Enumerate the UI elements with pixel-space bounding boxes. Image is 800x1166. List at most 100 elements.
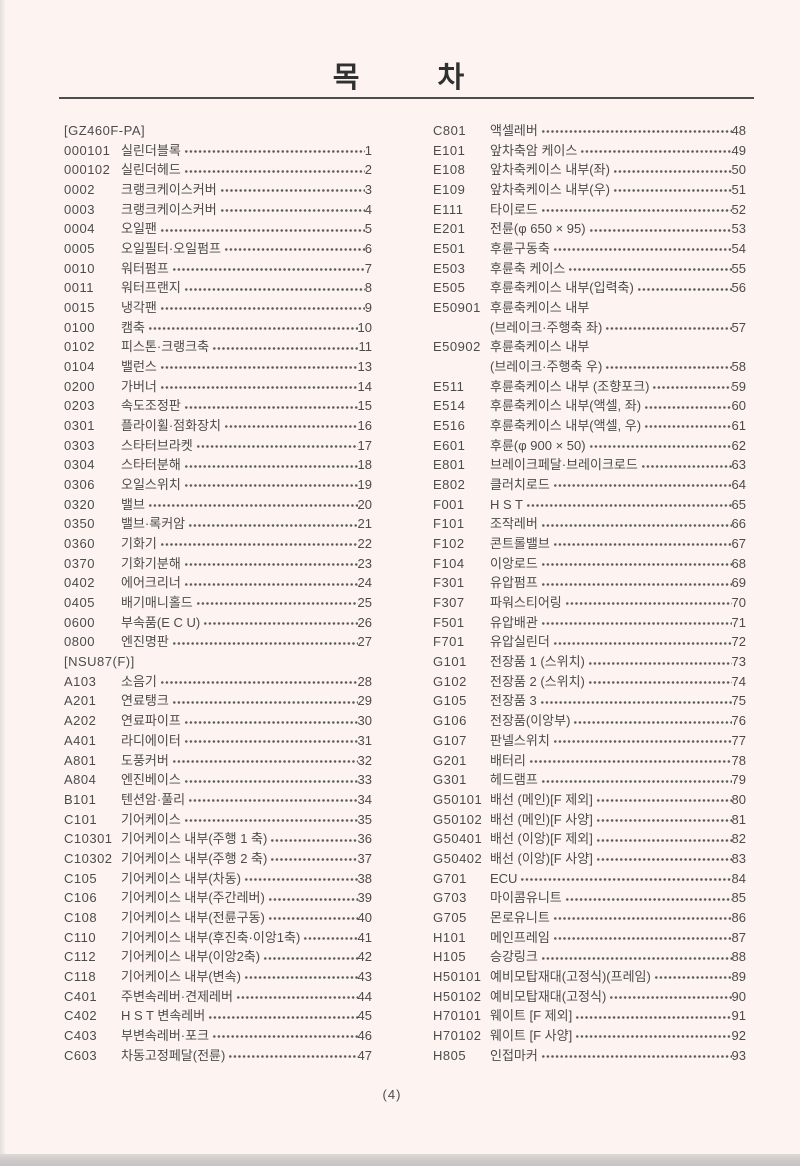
part-code: C603 (64, 1047, 98, 1063)
dotted-leader (270, 848, 358, 869)
part-code: E511 (433, 378, 465, 394)
dotted-leader (644, 416, 732, 436)
page-number: 84 (731, 870, 746, 886)
section-header-row: [GZ460F-PA] (64, 121, 372, 141)
page-number: 45 (357, 1008, 372, 1024)
dotted-leader (636, 278, 732, 299)
page-number: 37 (357, 850, 372, 866)
part-label: 피스톤·크랭크축 (121, 339, 210, 355)
part-code: C110 (64, 929, 97, 945)
dotted-leader (183, 730, 358, 751)
page-number: 46 (357, 1027, 372, 1043)
dotted-leader (575, 1025, 732, 1046)
page-number: 58 (731, 359, 746, 375)
part-label: 배선 (메인)[F 사양] (490, 811, 593, 827)
toc-row: G106 전장품(이앙부) 76 (433, 711, 746, 731)
dotted-leader (540, 1045, 732, 1066)
page-number: 6 (364, 241, 372, 257)
dotted-leader (564, 888, 732, 908)
part-label: 연료파이프 (121, 713, 181, 729)
part-code: 0004 (64, 221, 95, 237)
part-label: (브레이크·주행축 우) (490, 359, 603, 375)
part-code: G201 (433, 752, 467, 768)
dotted-leader (243, 966, 358, 987)
page-number: 44 (357, 988, 372, 1004)
part-code: G50401 (433, 831, 483, 847)
toc-row: F701 유압실린더 72 (433, 632, 746, 653)
dotted-leader (568, 258, 732, 279)
part-label: 기어케이스 내부(후진축·이앙1축) (121, 929, 301, 945)
part-label: 전장품 2 (스위치) (490, 673, 585, 689)
part-code: E101 (433, 142, 466, 158)
page-number: 19 (357, 477, 372, 493)
section-header-row: [NSU87(F)] (64, 652, 372, 672)
page-number: 53 (731, 221, 746, 237)
dotted-leader (540, 553, 732, 574)
part-label: 캠축 (121, 319, 145, 335)
part-code: E501 (433, 241, 466, 257)
part-label: 몬로유니트 (490, 909, 550, 925)
part-label: 배터리 (490, 752, 526, 768)
part-label: 워터프랜지 (121, 280, 181, 296)
part-code: C101 (64, 811, 98, 827)
scan-edge-bottom (0, 1154, 800, 1166)
part-label: 이앙로드 (490, 555, 538, 571)
toc-row: E50901 후륜축케이스 내부 (433, 298, 746, 318)
part-code: 0405 (64, 595, 95, 611)
page-number: 13 (357, 359, 372, 375)
page-number: 79 (731, 772, 746, 788)
dotted-leader (159, 534, 358, 554)
part-code: E601 (433, 437, 466, 453)
toc-row: C402 H S T 변속레버 45 (64, 1006, 372, 1026)
page-number: 68 (731, 555, 746, 571)
page-number: 78 (731, 752, 746, 768)
part-code: 0360 (64, 536, 95, 552)
page-number: 57 (731, 319, 746, 335)
part-label: 배선 (이앙)[F 사양] (490, 850, 593, 866)
toc-row: A401 라디에이터 31 (64, 730, 372, 751)
part-code: E50902 (433, 339, 481, 355)
part-code: E50901 (433, 300, 481, 316)
part-label: 워터펌프 (121, 260, 169, 276)
dotted-leader (183, 711, 358, 731)
toc-row: A202 연료파이프 30 (64, 711, 372, 731)
part-label: 밸브 (121, 496, 145, 512)
part-label: 유압펌프 (490, 575, 538, 591)
dotted-leader (540, 947, 732, 967)
dotted-leader (171, 258, 365, 279)
toc-row: H70102 웨이트 [F 사양] 92 (433, 1025, 746, 1046)
part-code: 0003 (64, 201, 95, 217)
part-code: 0301 (64, 418, 95, 434)
part-label: 기어케이스 내부(주간레버) (121, 890, 265, 906)
toc-row: E503 후륜축 케이스 55 (433, 258, 746, 279)
dotted-leader (605, 357, 732, 377)
page-number: 60 (731, 398, 746, 414)
toc-row: 0002 크랭크케이스커버 3 (64, 180, 372, 200)
part-code: G106 (433, 713, 467, 729)
page-number: 59 (731, 378, 746, 394)
page-number: 32 (357, 752, 372, 768)
toc-row: E514 후륜축케이스 내부(액셀, 좌) 60 (433, 396, 746, 417)
toc-row: 0104 밸런스 13 (64, 357, 372, 377)
part-label: 오일필터·오일펌프 (121, 241, 222, 257)
dotted-leader (595, 829, 732, 849)
part-code: H50101 (433, 968, 482, 984)
part-code: F001 (433, 496, 465, 512)
part-code: E514 (433, 398, 466, 414)
toc-row: A201 연료탱크 29 (64, 691, 372, 712)
part-code: C403 (64, 1027, 98, 1043)
toc-row: 0203 속도조정판 15 (64, 396, 372, 417)
dotted-leader (552, 475, 732, 495)
page-number: 8 (364, 280, 372, 296)
part-code: C118 (64, 968, 97, 984)
part-code: F102 (433, 536, 465, 552)
part-label: 클러치로드 (490, 477, 550, 493)
part-label: 소음기 (121, 673, 157, 689)
part-code: 0370 (64, 555, 95, 571)
page-number: 73 (731, 654, 746, 670)
part-label: 도풍커버 (121, 752, 169, 768)
toc-row: C101 기어케이스 35 (64, 809, 372, 830)
toc-row: E516 후륜축케이스 내부(액셀, 우) 61 (433, 416, 746, 436)
dotted-leader (147, 317, 358, 338)
part-label: 후륜축케이스 내부(입력축) (490, 280, 634, 296)
